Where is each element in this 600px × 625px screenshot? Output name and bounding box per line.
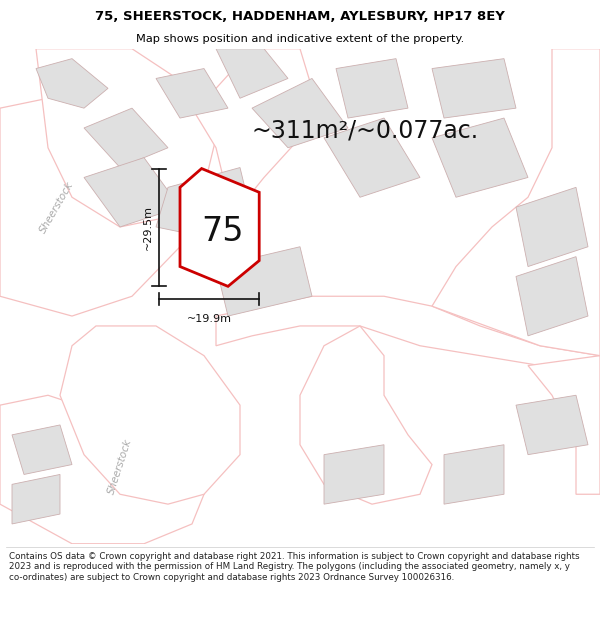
Polygon shape [12, 474, 60, 524]
Polygon shape [336, 59, 408, 118]
Polygon shape [516, 188, 588, 266]
Polygon shape [444, 445, 504, 504]
Polygon shape [84, 108, 168, 168]
Polygon shape [432, 59, 516, 118]
Polygon shape [216, 296, 600, 376]
Polygon shape [324, 118, 420, 198]
Polygon shape [0, 395, 204, 544]
Text: ~311m²/~0.077ac.: ~311m²/~0.077ac. [252, 118, 479, 142]
Polygon shape [156, 168, 252, 237]
Polygon shape [324, 445, 384, 504]
Text: 75: 75 [201, 216, 243, 248]
Polygon shape [432, 49, 600, 356]
Text: ~19.9m: ~19.9m [187, 314, 232, 324]
Polygon shape [180, 169, 259, 286]
Text: Contains OS data © Crown copyright and database right 2021. This information is : Contains OS data © Crown copyright and d… [9, 552, 580, 582]
Polygon shape [216, 49, 288, 98]
Polygon shape [36, 59, 108, 108]
Polygon shape [252, 79, 348, 148]
Polygon shape [216, 247, 312, 316]
Text: Sheerstock: Sheerstock [106, 438, 134, 496]
Text: Sheerstock: Sheerstock [38, 179, 76, 235]
Polygon shape [432, 118, 528, 198]
Polygon shape [516, 257, 588, 336]
Polygon shape [185, 207, 240, 272]
Polygon shape [36, 49, 216, 227]
Polygon shape [0, 98, 180, 316]
Polygon shape [300, 326, 432, 504]
Polygon shape [528, 356, 600, 494]
Text: ~29.5m: ~29.5m [143, 205, 153, 250]
Text: 75, SHEERSTOCK, HADDENHAM, AYLESBURY, HP17 8EY: 75, SHEERSTOCK, HADDENHAM, AYLESBURY, HP… [95, 10, 505, 22]
Polygon shape [12, 425, 72, 474]
Polygon shape [156, 69, 228, 118]
Text: Map shows position and indicative extent of the property.: Map shows position and indicative extent… [136, 34, 464, 44]
Polygon shape [180, 49, 312, 247]
Polygon shape [60, 326, 240, 504]
Polygon shape [84, 158, 180, 227]
Polygon shape [516, 395, 588, 454]
